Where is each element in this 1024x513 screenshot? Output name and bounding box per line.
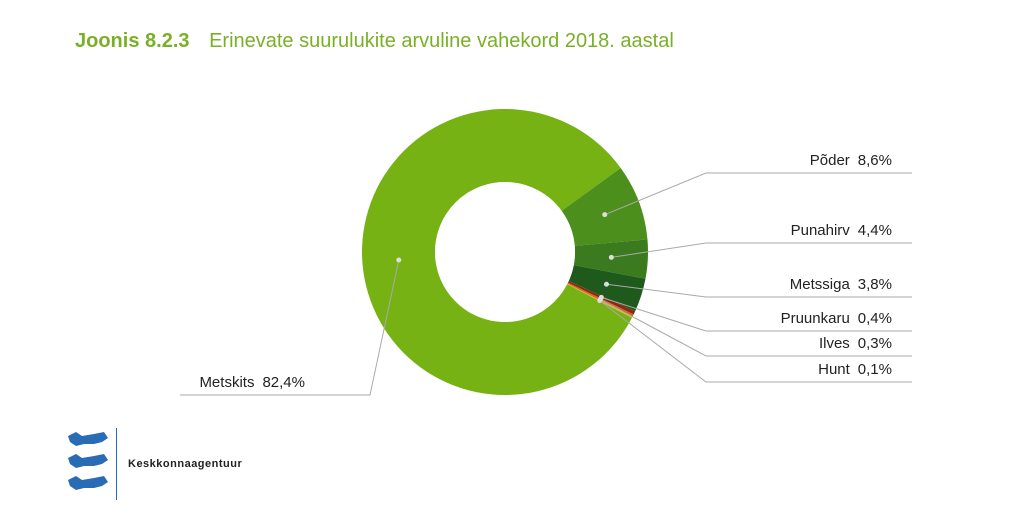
chart-title: Joonis 8.2.3 Erinevate suurulukite arvul… [75,30,674,53]
slice-name: Punahirv [791,222,851,239]
leader-dot-punahirv [608,254,614,260]
org-logo: Keskkonnaagentuur [64,428,284,500]
slice-label-metssiga: Metssiga 3,8% [790,276,892,293]
slice-label-põder: Põder 8,6% [810,152,892,169]
slice-metskits [362,109,633,395]
leader-line-ilves [600,299,912,357]
slice-name: Metssiga [790,276,851,293]
figure-number: Joonis 8.2.3 [75,30,190,52]
slice-põder [561,167,648,246]
slice-name: Metskits [199,374,254,391]
leader-line-hunt [599,300,912,383]
slice-value: 82,4% [262,374,305,391]
slice-name: Ilves [819,335,850,352]
figure-title-text: Erinevate suurulukite arvuline vahekord … [209,30,674,52]
leader-line-metskits [180,259,400,396]
slice-label-punahirv: Punahirv 4,4% [791,222,892,239]
slice-value: 0,3% [858,335,892,352]
slice-value: 3,8% [858,276,892,293]
leader-dot-metssiga [603,281,609,287]
slice-value: 0,1% [858,361,892,378]
leader-dot-hunt [597,298,603,304]
logo-divider [116,428,117,500]
slice-name: Hunt [818,361,851,378]
slice-name: Pruunkaru [781,310,850,327]
leader-line-pruunkaru [601,296,912,332]
leader-dot-metskits [396,257,402,263]
leader-dot-põder [602,212,608,218]
slice-label-hunt: Hunt 0,1% [818,361,892,378]
slice-label-pruunkaru: Pruunkaru 0,4% [781,310,892,327]
donut-hole [435,182,575,322]
leader-line-punahirv [611,242,912,258]
slice-value: 8,6% [858,152,892,169]
three-lions-icon [68,432,108,490]
leader-line-põder [604,172,912,216]
slice-label-metskits: Metskits 82,4% [199,374,305,391]
slice-value: 0,4% [858,310,892,327]
slice-metssiga [568,265,646,312]
org-name: Keskkonnaagentuur [128,458,243,470]
slice-label-ilves: Ilves 0,3% [819,335,892,352]
slice-name: Põder [810,152,850,169]
slice-value: 4,4% [858,222,892,239]
leader-line-metssiga [606,283,912,298]
